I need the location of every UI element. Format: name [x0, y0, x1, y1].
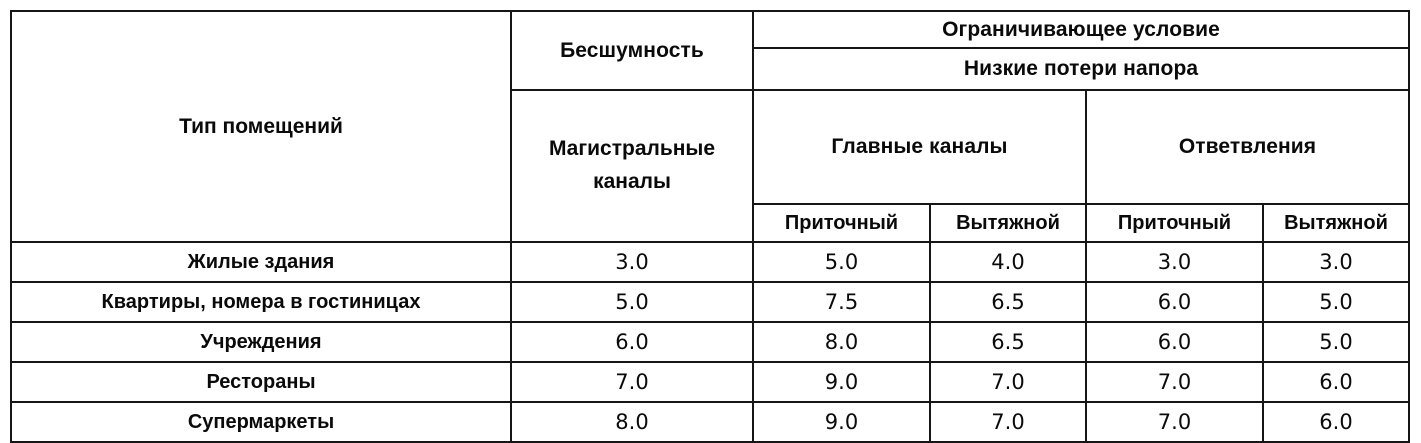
row-label: Квартиры, номера в гостиницах	[10, 281, 512, 323]
cell-value: 8.0	[510, 401, 754, 443]
cell-value: 7.0	[929, 361, 1087, 403]
table-row: Квартиры, номера в гостиницах 5.0 7.5 6.…	[10, 281, 1410, 323]
cell-value: 3.0	[1262, 241, 1410, 283]
table-header-row-4: Приточный Вытяжной Приточный Вытяжной	[11, 203, 1410, 243]
row-label: Учреждения	[10, 321, 512, 363]
row-label: Супермаркеты	[10, 401, 512, 443]
cell-value: 6.5	[929, 321, 1087, 363]
row-label: Жилые здания	[10, 241, 512, 283]
cell-value: 6.0	[1262, 401, 1410, 443]
cell-value: 9.0	[752, 401, 931, 443]
table-row: Жилые здания 3.0 5.0 4.0 3.0 3.0	[10, 241, 1410, 283]
cell-value: 6.0	[1085, 321, 1264, 363]
header-main-supply: Приточный	[752, 203, 931, 243]
header-main-ducts: Главные каналы	[752, 89, 1087, 205]
table-row: Супермаркеты 8.0 9.0 7.0 7.0 6.0	[10, 401, 1410, 443]
cell-value: 5.0	[510, 281, 754, 323]
table-header-row-2: Низкие потери напора	[11, 47, 1410, 91]
header-quietness: Бесшумность	[510, 10, 754, 91]
cell-value: 6.0	[1262, 361, 1410, 403]
cell-value: 6.5	[929, 281, 1087, 323]
header-main-trunk-ducts: Магистральные каналы	[510, 89, 754, 243]
cell-value: 9.0	[752, 361, 931, 403]
cell-value: 3.0	[510, 241, 754, 283]
cell-value: 7.0	[510, 361, 754, 403]
header-main-exhaust: Вытяжной	[929, 203, 1087, 243]
cell-value: 7.0	[929, 401, 1087, 443]
cell-value: 5.0	[752, 241, 931, 283]
table-row: Учреждения 6.0 8.0 6.5 6.0 5.0	[10, 321, 1410, 363]
cell-value: 8.0	[752, 321, 931, 363]
cell-value: 5.0	[1262, 321, 1410, 363]
header-branches: Ответвления	[1085, 89, 1410, 205]
header-branch-exhaust: Вытяжной	[1262, 203, 1410, 243]
table-row: Рестораны 7.0 9.0 7.0 7.0 6.0	[10, 361, 1410, 403]
header-type-of-premises: Тип помещений	[10, 10, 512, 243]
row-label: Рестораны	[10, 361, 512, 403]
cell-value: 3.0	[1085, 241, 1264, 283]
cell-value: 5.0	[1262, 281, 1410, 323]
table-header-row-3: Магистральные каналы Главные каналы Отве…	[11, 89, 1410, 243]
cell-value: 6.0	[1085, 281, 1264, 323]
cell-value: 7.0	[1085, 361, 1264, 403]
cell-value: 6.0	[510, 321, 754, 363]
header-branch-supply: Приточный	[1085, 203, 1264, 243]
cell-value: 7.5	[752, 281, 931, 323]
air-velocity-table: Тип помещений Бесшумность Ограничивающее…	[10, 10, 1410, 443]
header-low-pressure-loss: Низкие потери напора	[752, 47, 1410, 91]
header-limiting-condition: Ограничивающее условие	[752, 10, 1410, 49]
cell-value: 4.0	[929, 241, 1087, 283]
table-header-row-1: Тип помещений Бесшумность Ограничивающее…	[10, 10, 1410, 243]
cell-value: 7.0	[1085, 401, 1264, 443]
